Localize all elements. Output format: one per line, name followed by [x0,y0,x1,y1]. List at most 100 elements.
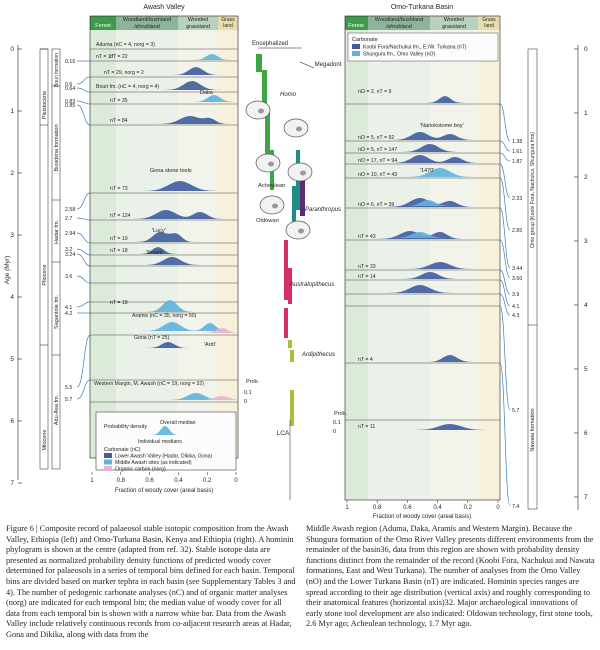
right-bin-connector [499,239,511,279]
veg-label-woodland-2: /shrubland [134,24,160,30]
right-legend-item-0: Koobi Fora/Nachukui fm., E./W. Turkana (… [363,45,467,51]
acheulean-label: Acheulean [258,183,285,189]
left-x-tick-label: 0.6 [145,478,154,484]
formation-column [51,48,61,470]
annotation-nariokotome: 'Nariokotome boy' [420,123,464,129]
right-density-11 [347,285,498,293]
left-bin-age: 2.58 [65,207,75,213]
right-bin-connector [499,152,511,162]
left-age-tick-label: 7 [10,480,14,487]
annotation-ardi: 'Ardi' [204,342,216,348]
right-bin-connector [499,362,511,507]
right-x-tick-label: 0.8 [373,505,382,511]
left-x-tick-label: 1 [90,478,94,484]
left-density-10 [92,300,236,312]
annotation-1470: '1470' [420,168,434,174]
annotation-lucy: 'Lucy' [152,228,166,234]
formation-busidima: Busidima formation [54,124,60,171]
annotation-gona-tools: Gona stone tools [150,168,192,174]
left-x-tick-label: 0.2 [203,478,212,484]
legend-individual-medians: Individual medians [138,439,182,445]
annotation-daka: Daka [200,90,214,96]
formation-hadar: Hadar fm. [54,219,60,244]
left-density-8 [92,247,236,254]
left-density-4 [92,116,236,124]
right-panel-frame [344,15,501,501]
left-bin-connector [76,275,91,284]
right-bin-connector [499,305,511,411]
right-bin-label: nO = 5, nT = 92 [358,135,394,141]
right-prob-label: Prob. [334,411,348,417]
right-bin-label: nT = 33 [358,264,376,270]
epoch-pliocene: Pliocene [42,264,48,285]
left-bin-age: 3.24 [65,252,75,258]
right-legend-swatch-0 [352,44,360,49]
left-density-13 [92,342,236,348]
left-age-tick-label: 1 [10,108,14,115]
legend-density [140,426,190,435]
right-legend-title: Carbonate [352,37,378,43]
left-bin-age: 0.16 [65,59,75,65]
left-bin-label: nT = 18 [110,300,128,306]
right-bin-connector [499,163,511,199]
left-bin-label: nT = 84 [110,118,128,124]
left-bin-age: 4.1 [65,305,72,311]
left-bin-age: 3.6 [65,274,72,280]
left-bin-connector [76,248,91,256]
left-bin-connector [76,334,91,388]
right-age-tick-label: 6 [584,430,588,437]
right-density-10 [347,272,498,279]
left-bin-label: nT = 22 [110,54,128,60]
hominin-skull-sketch [287,162,313,182]
left-bin-connector [76,217,91,221]
right-bin-connector [499,140,511,152]
skull-eye-sketch [258,108,264,114]
left-x-tick-label: 0.8 [117,478,126,484]
left-bin-connector [76,253,91,267]
right-panel-title: Omo-Turkana Basin [391,4,453,11]
legend-overall-median: Overall median [160,420,196,426]
right-age-tick-label: 7 [584,494,588,501]
left-bin-label: nT = 29, norg = 2 [104,70,144,76]
left-bin-age: 2.7 [65,216,72,222]
left-bin-sublabel: nT = 17 [96,54,114,60]
right-veg-label-woodland-2: /shrubland [386,24,412,30]
right-bin-age: 1.61 [512,149,522,155]
right-formation-column [527,48,538,510]
hominin-skull-sketch [259,195,285,215]
species-range-bar [284,308,288,338]
species-range-bar [290,350,294,362]
left-x-axis-label: Fraction of woody cover (areal basis) [115,488,213,494]
right-bin-connector [499,207,511,269]
legend-prob-density: Probability density [104,424,147,430]
paranthropus-label: Paranthropus [305,207,341,213]
left-density-15 [92,396,236,400]
skull-eye-sketch [300,170,306,176]
right-veg-band-2 [430,16,478,30]
right-veg-label-forest: Forest [348,23,364,29]
right-age-tick-label: 2 [584,174,588,181]
right-bin-label: nO = 17, nT = 94 [358,158,397,164]
right-bin-age: 1.38 [512,139,522,145]
skull-eye-sketch [298,228,304,234]
caption-left: Figure 6 | Composite record of palaeosol… [6,524,296,639]
left-density-11 [92,322,236,331]
veg-label-woodland: Woodland/bushland [123,17,172,23]
veg-band-1 [116,16,178,30]
veg-column-1 [116,30,178,458]
left-age-tick-label: 2 [10,170,14,177]
right-age-tick-label: 0 [584,46,588,53]
left-density-2 [92,81,236,90]
annotation-selam: 'Selam' [146,250,164,256]
right-veg-label-wooded: Wooded [444,17,464,23]
left-bin-connector [76,104,91,126]
homo-label: Homo [280,92,297,98]
right-bin-connector [499,293,511,316]
formation-adu-asa: Adu-Asa fm. [54,394,60,425]
australopithecus-label: Australopithecus [289,282,334,288]
legend-swatch-1 [104,459,112,465]
right-bin-age: 2.85 [512,228,522,234]
right-bin-label: nO = 6, nT = 39 [358,202,394,208]
right-veg-band-1 [368,16,430,30]
ardipithecus-label: Ardipithecus [301,352,335,358]
